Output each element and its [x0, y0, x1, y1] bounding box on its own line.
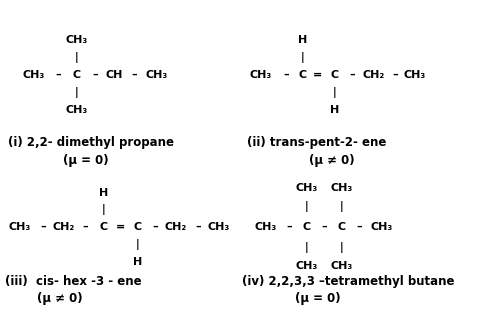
- Text: |: |: [332, 87, 336, 98]
- Text: C: C: [303, 222, 311, 232]
- Text: C: C: [134, 222, 142, 232]
- Text: –: –: [321, 222, 327, 232]
- Text: CH₃: CH₃: [330, 261, 352, 271]
- Text: –: –: [131, 70, 137, 80]
- Text: CH₃: CH₃: [146, 70, 168, 80]
- Text: CH₃: CH₃: [370, 222, 393, 232]
- Text: (iii)  cis- hex -3 - ene: (iii) cis- hex -3 - ene: [5, 275, 142, 288]
- Text: CH₂: CH₂: [362, 70, 384, 80]
- Text: |: |: [340, 242, 344, 253]
- Text: CH: CH: [106, 70, 123, 80]
- Text: CH₃: CH₃: [404, 70, 426, 80]
- Text: (μ = 0): (μ = 0): [295, 292, 341, 305]
- Text: H: H: [298, 36, 307, 45]
- Text: H: H: [133, 257, 142, 267]
- Text: –: –: [195, 222, 201, 232]
- Text: |: |: [305, 201, 308, 212]
- Text: CH₃: CH₃: [65, 36, 88, 45]
- Text: –: –: [356, 222, 362, 232]
- Text: C: C: [298, 70, 306, 80]
- Text: CH₃: CH₃: [65, 105, 88, 115]
- Text: CH₃: CH₃: [330, 183, 352, 193]
- Text: CH₃: CH₃: [296, 183, 318, 193]
- Text: CH₂: CH₂: [164, 222, 187, 232]
- Text: –: –: [392, 70, 398, 80]
- Text: C: C: [338, 222, 345, 232]
- Text: –: –: [152, 222, 158, 232]
- Text: |: |: [102, 204, 105, 215]
- Text: –: –: [56, 70, 62, 80]
- Text: C: C: [72, 70, 80, 80]
- Text: CH₂: CH₂: [52, 222, 74, 232]
- Text: C: C: [330, 70, 338, 80]
- Text: (ii) trans-pent-2- ene: (ii) trans-pent-2- ene: [247, 136, 386, 149]
- Text: |: |: [300, 52, 304, 63]
- Text: |: |: [305, 242, 308, 253]
- Text: (μ ≠ 0): (μ ≠ 0): [309, 154, 355, 167]
- Text: (μ = 0): (μ = 0): [63, 154, 108, 167]
- Text: (i) 2,2- dimethyl propane: (i) 2,2- dimethyl propane: [8, 136, 173, 149]
- Text: –: –: [350, 70, 355, 80]
- Text: (μ ≠ 0): (μ ≠ 0): [37, 292, 82, 305]
- Text: |: |: [74, 87, 78, 98]
- Text: –: –: [286, 222, 292, 232]
- Text: H: H: [98, 188, 108, 197]
- Text: |: |: [74, 52, 78, 63]
- Text: |: |: [136, 239, 140, 250]
- Text: CH₃: CH₃: [254, 222, 277, 232]
- Text: –: –: [40, 222, 46, 232]
- Text: CH₃: CH₃: [8, 222, 30, 232]
- Text: H: H: [330, 105, 339, 115]
- Text: –: –: [92, 70, 98, 80]
- Text: CH₃: CH₃: [207, 222, 230, 232]
- Text: CH₃: CH₃: [296, 261, 318, 271]
- Text: –: –: [284, 70, 289, 80]
- Text: =: =: [313, 70, 322, 80]
- Text: C: C: [99, 222, 108, 232]
- Text: (iv) 2,2,3,3 –tetramethyl butane: (iv) 2,2,3,3 –tetramethyl butane: [242, 275, 454, 288]
- Text: –: –: [83, 222, 88, 232]
- Text: |: |: [340, 201, 344, 212]
- Text: CH₃: CH₃: [22, 70, 44, 80]
- Text: CH₃: CH₃: [250, 70, 272, 80]
- Text: =: =: [116, 222, 125, 232]
